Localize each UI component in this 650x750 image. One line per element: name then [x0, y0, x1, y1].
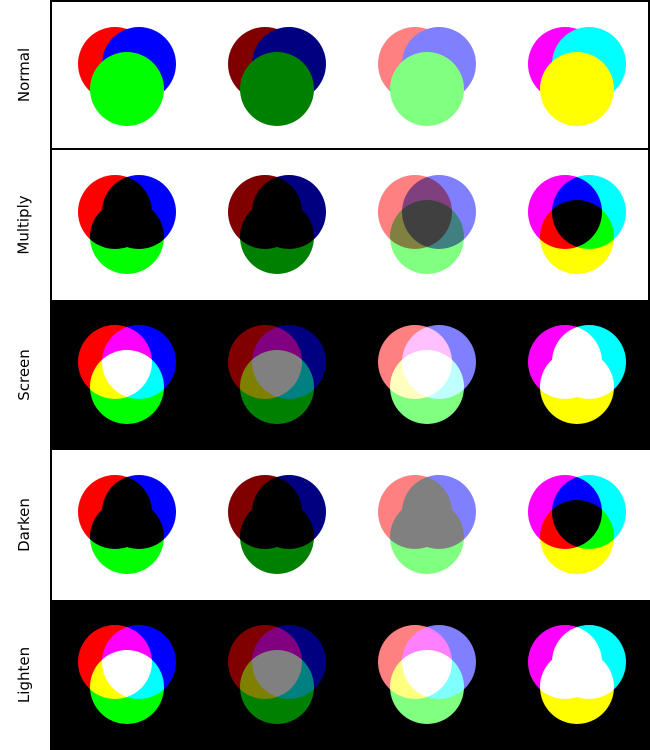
row-label-text: Darken	[15, 498, 34, 552]
venn-group-secondary	[528, 27, 626, 126]
panel-normal	[50, 0, 650, 150]
venn-group-light	[378, 27, 476, 126]
green-circle	[540, 650, 614, 724]
green-circle	[390, 200, 464, 274]
green-circle	[240, 650, 314, 724]
green-circle	[390, 500, 464, 574]
venn-group-dark	[228, 625, 326, 724]
row-label-darken: Darken	[0, 450, 48, 600]
venn-group-secondary	[528, 175, 626, 274]
green-circle	[90, 500, 164, 574]
green-circle	[90, 350, 164, 424]
green-circle	[240, 350, 314, 424]
row-label-lighten: Lighten	[0, 600, 48, 750]
green-circle	[90, 650, 164, 724]
venn-group-primary	[78, 625, 176, 724]
venn-group-light	[378, 175, 476, 274]
panel-darken	[50, 450, 650, 600]
green-circle	[240, 52, 314, 126]
venn-canvas-multiply	[78, 175, 626, 274]
venn-group-primary	[78, 175, 176, 274]
panel-lighten	[50, 600, 650, 750]
venn-group-dark	[228, 325, 326, 424]
venn-canvas-darken	[78, 475, 626, 574]
green-circle	[540, 200, 614, 274]
green-circle	[540, 52, 614, 126]
panel-screen	[50, 300, 650, 450]
venn-group-secondary	[528, 475, 626, 574]
venn-group-light	[378, 625, 476, 724]
panel-multiply	[50, 150, 650, 300]
green-circle	[540, 350, 614, 424]
venn-group-primary	[78, 475, 176, 574]
green-circle	[540, 500, 614, 574]
venn-group-primary	[78, 27, 176, 126]
green-circle	[390, 350, 464, 424]
row-label-screen: Screen	[0, 300, 48, 450]
venn-group-secondary	[528, 325, 626, 424]
venn-group-light	[378, 475, 476, 574]
green-circle	[390, 650, 464, 724]
green-circle	[390, 52, 464, 126]
green-circle	[240, 500, 314, 574]
venn-group-primary	[78, 325, 176, 424]
row-label-text: Multiply	[15, 195, 34, 255]
venn-canvas-lighten	[78, 625, 626, 724]
venn-canvas-normal	[78, 27, 626, 126]
green-circle	[90, 52, 164, 126]
row-label-text: Screen	[15, 349, 34, 401]
row-label-multiply: Multiply	[0, 150, 48, 300]
green-circle	[90, 200, 164, 274]
venn-canvas-screen	[78, 325, 626, 424]
row-label-normal: Normal	[0, 0, 48, 150]
venn-group-dark	[228, 27, 326, 126]
venn-group-dark	[228, 475, 326, 574]
row-label-text: Normal	[15, 47, 33, 103]
venn-group-dark	[228, 175, 326, 274]
venn-group-secondary	[528, 625, 626, 724]
row-label-text: Lighten	[15, 646, 34, 704]
venn-group-light	[378, 325, 476, 424]
green-circle	[240, 200, 314, 274]
